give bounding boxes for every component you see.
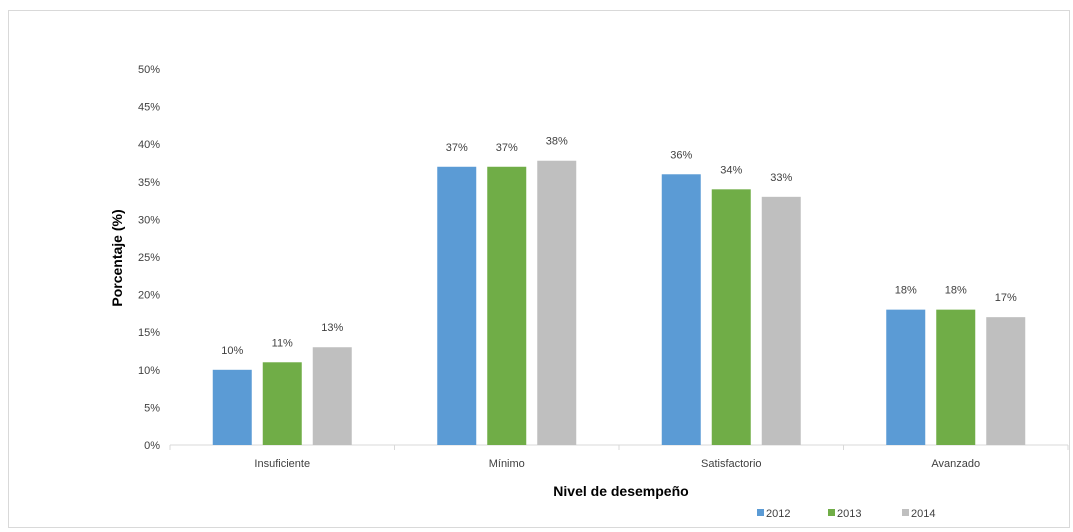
chart-frame <box>8 10 1070 528</box>
data-label: 37% <box>496 142 518 154</box>
y-tick-label: 5% <box>144 402 160 414</box>
x-axis <box>169 444 1069 450</box>
legend-label: 2012 <box>766 508 790 520</box>
x-tick-label: Mínimo <box>489 458 525 470</box>
bar-2014-1 <box>537 160 577 445</box>
legend-label: 2013 <box>837 508 861 520</box>
data-label: 10% <box>221 345 243 357</box>
data-labels: 10% 11% 13% 37% 37% 38% 36% 34% 33% 18% 18% 17% <box>221 136 1017 357</box>
y-axis-title: Porcentaje (%) <box>109 209 125 306</box>
legend: 2012 2013 2014 <box>757 508 935 520</box>
data-label: 37% <box>446 142 468 154</box>
bars <box>212 160 1026 445</box>
bar-2012-2 <box>661 174 701 445</box>
y-tick-label: 10% <box>138 365 160 377</box>
legend-swatch-2014 <box>902 509 909 516</box>
y-tick-label: 20% <box>138 290 160 302</box>
y-tick-label: 15% <box>138 327 160 339</box>
data-label: 13% <box>321 322 343 334</box>
y-tick-label: 45% <box>138 102 160 114</box>
bar-2012-3 <box>886 309 926 445</box>
legend-swatch-2013 <box>828 509 835 516</box>
bar-2013-1 <box>487 166 527 445</box>
bar-2012-0 <box>212 369 252 445</box>
data-label: 17% <box>995 292 1017 304</box>
data-label: 18% <box>945 285 967 297</box>
y-tick-label: 50% <box>138 64 160 76</box>
data-label: 38% <box>546 136 568 148</box>
y-tick-label: 0% <box>144 440 160 452</box>
x-axis-title: Nivel de desempeño <box>553 483 688 499</box>
data-label: 18% <box>895 285 917 297</box>
bar-2014-2 <box>761 196 801 445</box>
x-tick-label: Insuficiente <box>254 458 310 470</box>
bar-2013-0 <box>262 362 302 445</box>
legend-swatch-2012 <box>757 509 764 516</box>
bar-2014-3 <box>986 317 1026 445</box>
bar-2014-0 <box>312 347 352 445</box>
data-label: 33% <box>770 172 792 184</box>
data-label: 11% <box>272 337 293 349</box>
y-tick-label: 35% <box>138 177 160 189</box>
bar-2013-3 <box>936 309 976 445</box>
y-tick-label: 40% <box>138 139 160 151</box>
data-label: 36% <box>670 149 692 161</box>
y-tick-label: 30% <box>138 214 160 226</box>
x-tick-label: Satisfactorio <box>701 458 762 470</box>
legend-label: 2014 <box>911 508 935 520</box>
bar-2013-2 <box>711 189 751 445</box>
bar-2012-1 <box>437 166 477 445</box>
data-label: 34% <box>720 164 742 176</box>
y-axis-ticks: 0% 5% 10% 15% 20% 25% 30% 35% 40% 45% 50% <box>138 64 160 452</box>
x-axis-ticks: Insuficiente Mínimo Satisfactorio Avanzado <box>254 458 980 470</box>
y-tick-label: 25% <box>138 252 160 264</box>
x-tick-label: Avanzado <box>931 458 980 470</box>
